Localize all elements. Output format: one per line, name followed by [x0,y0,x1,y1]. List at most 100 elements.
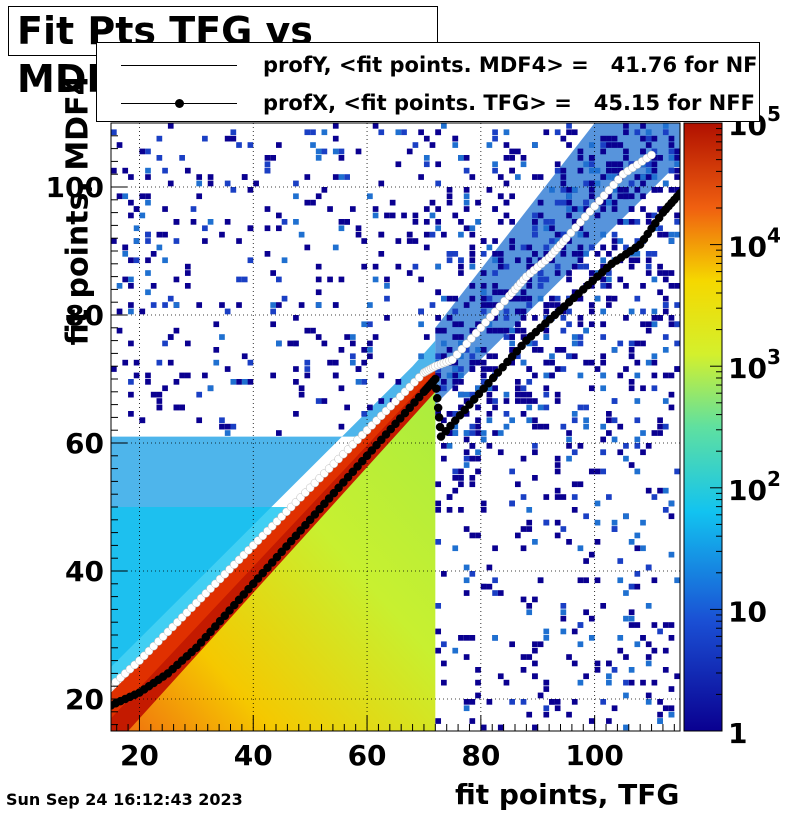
heatmap-cell [623,129,629,136]
heatmap-cell [657,289,663,296]
heatmap-cell [623,455,629,462]
heatmap-cell [617,635,624,641]
heatmap-cell [640,449,646,456]
heatmap-cell [145,231,151,238]
heatmap-cell [520,596,527,603]
heatmap-cell [623,315,629,321]
heatmap-cell [315,148,322,155]
profy-point [585,207,595,216]
heatmap-cell [645,161,652,168]
x-tick-label: 100 [565,739,623,772]
heatmap-cell [315,155,322,161]
heatmap-cell [469,475,476,481]
heatmap-cell [463,391,470,398]
heatmap-cell [549,295,555,302]
heatmap-cell [634,174,641,180]
heatmap-cell [492,251,498,257]
heatmap-cell [503,423,510,430]
heatmap-cell [566,212,572,219]
profx-point [386,424,396,434]
heatmap-cell [577,263,584,270]
profx-point [348,467,358,477]
heatmap-cell [611,417,618,424]
heatmap-cell [549,219,555,225]
heatmap-cell [412,263,419,270]
heatmap-cell [543,308,550,315]
heatmap-cell [378,231,385,238]
heatmap-cell [640,340,646,347]
heatmap-cell [458,481,464,488]
heatmap-cell [674,155,680,161]
heatmap-cell [668,187,675,193]
heatmap-cell [293,180,299,187]
heatmap-cell [122,359,129,366]
heatmap-cell [361,238,368,244]
heatmap-cell [554,462,561,468]
heatmap-cell [367,302,373,308]
heatmap-cell [645,692,652,699]
heatmap-cell [435,289,442,296]
heatmap-cell [156,244,163,251]
heatmap-cell [674,148,680,155]
heatmap-cell [583,180,589,187]
heatmap-cell [128,276,134,283]
heatmap-cell [367,404,373,411]
heatmap-cell [514,321,521,328]
profy-point [486,312,495,322]
heatmap-cell [492,129,498,136]
heatmap-cell [651,353,658,360]
heatmap-cell [367,193,373,200]
heatmap-cell [469,174,476,180]
heatmap-cell [520,398,527,404]
heatmap-cell [645,167,652,174]
heatmap-cell [469,359,476,366]
heatmap-cell [480,724,487,731]
heatmap-cell [611,187,618,193]
heatmap-cell [651,494,658,500]
heatmap-cell [111,366,117,372]
profx-point [465,400,474,409]
heatmap-cell [332,135,339,142]
heatmap-cell [452,135,459,142]
heatmap-cell [571,353,578,360]
heatmap-cell [640,545,646,552]
heatmap-cell [486,699,493,705]
heatmap-cell [566,455,572,462]
heatmap-cell [628,193,635,200]
heatmap-cell [674,340,680,347]
profx-point [395,414,405,423]
profx-point [324,494,334,503]
heatmap-cell [458,366,464,372]
heatmap-cell [674,219,680,225]
heatmap-cell [469,283,476,289]
heatmap-cell [611,347,618,353]
heatmap-cell [651,359,658,366]
heatmap-cell [469,532,476,539]
heatmap-cell [503,391,510,398]
heatmap-cell [469,571,476,577]
heatmap-cell [441,327,447,334]
y-tick-label: 40 [65,555,104,588]
heatmap-cell [156,391,163,398]
heatmap-cell [668,705,675,712]
heatmap-cell [566,539,572,545]
heatmap-cell [486,295,493,302]
heatmap-cell [423,155,430,161]
heatmap-cell [611,667,618,673]
heatmap-cell [577,404,584,411]
heatmap-cell [116,308,123,315]
profx-point [220,611,230,621]
heatmap-cell [560,628,567,635]
heatmap-cell [526,366,533,372]
heatmap-cell [526,417,533,424]
heatmap-cell [349,359,356,366]
heatmap-cell [241,276,248,283]
heatmap-cell [224,219,231,225]
heatmap-cell [503,142,510,148]
heatmap-cell [577,679,584,686]
heatmap-cell [532,398,538,404]
heatmap-cell [497,251,504,257]
heatmap-cell [566,711,572,718]
heatmap-cell [480,347,487,353]
heatmap-cell [554,231,561,238]
